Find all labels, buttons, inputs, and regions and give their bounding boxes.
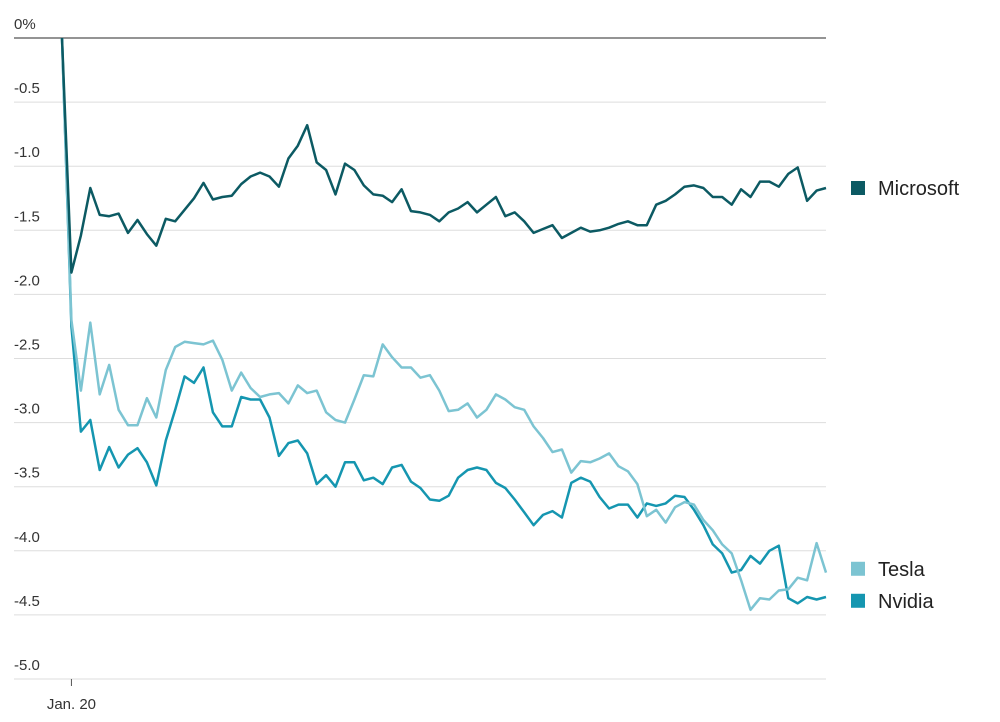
y-tick-label: -5.0: [14, 657, 40, 674]
y-tick-label: -4.5: [14, 593, 40, 610]
y-tick-label: -2.0: [14, 272, 40, 289]
legend-label: Microsoft: [878, 178, 960, 200]
y-tick-label: -3.0: [14, 401, 40, 418]
legend-swatch: [851, 561, 865, 576]
y-tick-label: -0.5: [14, 80, 40, 97]
y-tick-label: -4.0: [14, 529, 40, 546]
y-tick-label: -2.5: [14, 337, 40, 354]
series-line: [60, 37, 828, 612]
legend-label: Nvidia: [878, 591, 934, 613]
y-tick-label: 0%: [14, 16, 36, 33]
series-line: [60, 37, 827, 605]
x-tick-label: Jan. 20: [47, 696, 96, 713]
legend-swatch: [851, 180, 865, 195]
y-tick-label: -1.5: [14, 208, 40, 225]
legend-swatch: [851, 593, 865, 608]
y-tick-label: -3.5: [14, 465, 40, 482]
y-tick-label: -1.0: [14, 144, 40, 161]
series-line: [60, 37, 827, 274]
legend-label: Tesla: [878, 559, 926, 581]
